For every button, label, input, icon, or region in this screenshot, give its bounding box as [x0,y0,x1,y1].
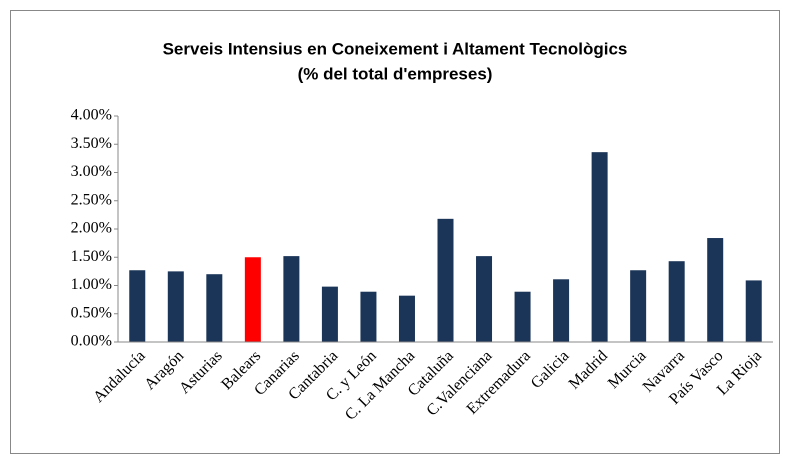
y-tick-label: 1.00% [71,276,112,293]
bar [360,291,377,342]
bar [167,271,184,342]
bar [398,295,415,342]
bar [745,280,762,342]
bar [668,261,685,342]
bar [244,257,261,342]
chart-subtitle: (% del total d'empreses) [298,64,493,83]
bar [321,286,338,342]
y-tick-label: 2.00% [71,220,112,237]
chart-title: Serveis Intensius en Coneixement i Altam… [163,39,628,58]
bar [707,238,724,342]
bar [283,256,300,342]
chart-border [10,10,780,454]
bar [206,274,223,342]
bar [514,291,531,342]
bar [129,270,146,342]
bar [591,152,608,342]
y-tick-label: 3.50% [71,135,112,152]
y-tick-label: 3.00% [71,163,112,180]
y-tick-label: 2.50% [71,191,112,208]
bar [476,256,493,342]
y-tick-label: 4.00% [71,107,112,124]
y-tick-label: 0.50% [71,304,112,321]
bar [437,218,454,342]
y-tick-label: 0.00% [71,333,112,350]
bar [630,270,647,342]
y-tick-label: 1.50% [71,248,112,265]
bar [553,279,570,342]
